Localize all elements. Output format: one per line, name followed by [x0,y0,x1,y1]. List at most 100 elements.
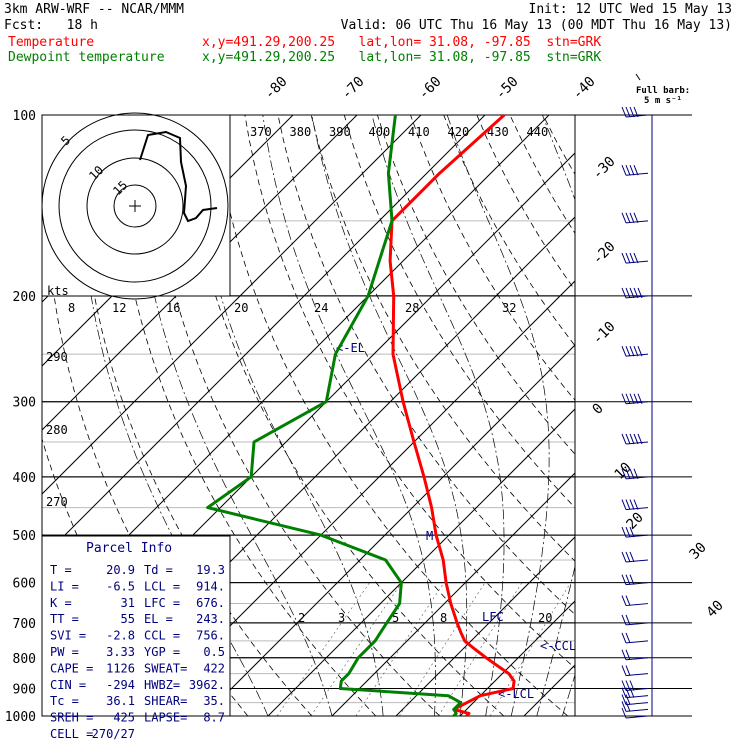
isotherm [331,472,575,716]
parcel-key: SHEAR= [144,694,187,708]
upper-axis-label: 24 [314,301,328,315]
chart-element [633,252,639,264]
model-title: 3km ARW-WRF -- NCAR/MMM [4,2,185,17]
m-marker: M [426,529,433,543]
mixing-ratio-label: 2 [298,611,305,625]
wind-barb [621,526,649,538]
wind-barb [621,287,649,299]
chart-element [621,707,627,719]
parcel-value: 20.9 [106,563,135,577]
mixing-ratio-label: 20 [538,611,552,625]
wind-barb [621,687,649,699]
pressure-label-800: 800 [13,652,36,667]
plot-frame [41,114,576,717]
wind-barb [621,551,649,563]
moist-adiabat [536,115,575,716]
wind-barb [621,665,649,677]
chart-element [625,526,631,538]
theta-label: 430 [487,125,509,139]
upper-axis-label: 32 [502,301,516,315]
pressure-label-500: 500 [13,529,36,544]
isotherm-label-right: -30 [590,154,619,183]
hodograph [41,112,231,300]
isotherm-label-right: 0 [590,401,607,418]
mixing-ratio-line [310,582,402,716]
moist-adiabat [371,115,505,716]
lfc-marker: LFC [482,610,504,624]
chart-element [621,393,627,404]
theta-label: 390 [329,125,351,139]
parcel-value: 422 [203,661,225,675]
theta-label: 400 [369,125,391,139]
chart-element [621,687,627,698]
chart-element [633,287,639,299]
chart-element [633,212,639,224]
wind-barb [621,433,649,445]
temperature-legend: Temperature [8,35,95,50]
chart-element [625,665,631,676]
parcel-value: 270/27 [92,727,135,740]
parcel-value: -6.5 [106,579,135,593]
temperature-location: x,y=491.29,200.25 lat,lon= 31.08, -97.85… [202,35,602,50]
chart-element [625,595,631,606]
chart-element [629,106,635,118]
barb-legend-title: Full barb: [636,86,690,96]
parcel-key: CAPE = [50,661,93,675]
wind-barb [621,595,649,607]
chart-element [621,212,627,224]
isotherm [203,344,575,716]
mixing-ratio-label: 3 [338,611,345,625]
chart-element [629,680,635,691]
chart-element [637,393,643,404]
chart-element [621,106,627,118]
ccl-marker: <-CCL [540,639,576,653]
dry-adiabat [112,115,377,716]
chart-element [625,574,631,585]
chart-element [633,468,639,480]
parcel-value: 0.5 [203,645,225,659]
parcel-key: Tc = [50,694,79,708]
chart-element [621,287,627,299]
chart-element [629,526,635,538]
chart-element [621,649,627,660]
pressure-label-400: 400 [13,471,36,486]
parcel-value: 8.7 [203,711,225,725]
chart-element [621,252,627,264]
hodograph-ring [86,157,184,255]
parcel-info-title: Parcel Info [86,541,172,556]
chart-element [621,701,627,712]
theta-label: 420 [448,125,470,139]
chart-element [621,574,627,585]
chart-element [633,393,639,404]
dry-adiabat [178,115,505,716]
parcel-value: -2.8 [106,629,135,643]
isotherm-label-top: -50 [493,74,522,103]
parcel-key: LCL = [144,579,180,593]
parcel-key: Td = [144,563,173,577]
chart-element [625,165,631,176]
chart-element [621,595,627,606]
parcel-value: 3962. [189,678,225,692]
isotherm [42,115,358,431]
upper-axis-label: 16 [166,301,180,315]
isotherm [267,408,575,716]
wind-barb [621,632,649,644]
chart-element [633,345,639,357]
theta-label: 440 [527,125,549,139]
dry-adiabat [310,115,575,562]
parcel-value: 1126 [106,661,135,675]
wind-barb [621,393,649,405]
parcel-key: SVI = [50,629,86,643]
el-marker: <-EL [336,341,365,355]
dry-adiabat [476,115,575,291]
parcel-value: 31 [121,596,135,610]
chart-element [629,252,635,264]
hodograph-ring [58,129,212,283]
isotherm-label-right: -20 [590,239,619,268]
pressure-label-1000: 1000 [5,710,36,725]
dry-adiabat [145,115,441,716]
parcel-key: CELL = [50,727,93,740]
parcel-value: 35. [203,694,225,708]
theta-label-left: 280 [46,423,68,437]
chart-element [625,106,631,118]
